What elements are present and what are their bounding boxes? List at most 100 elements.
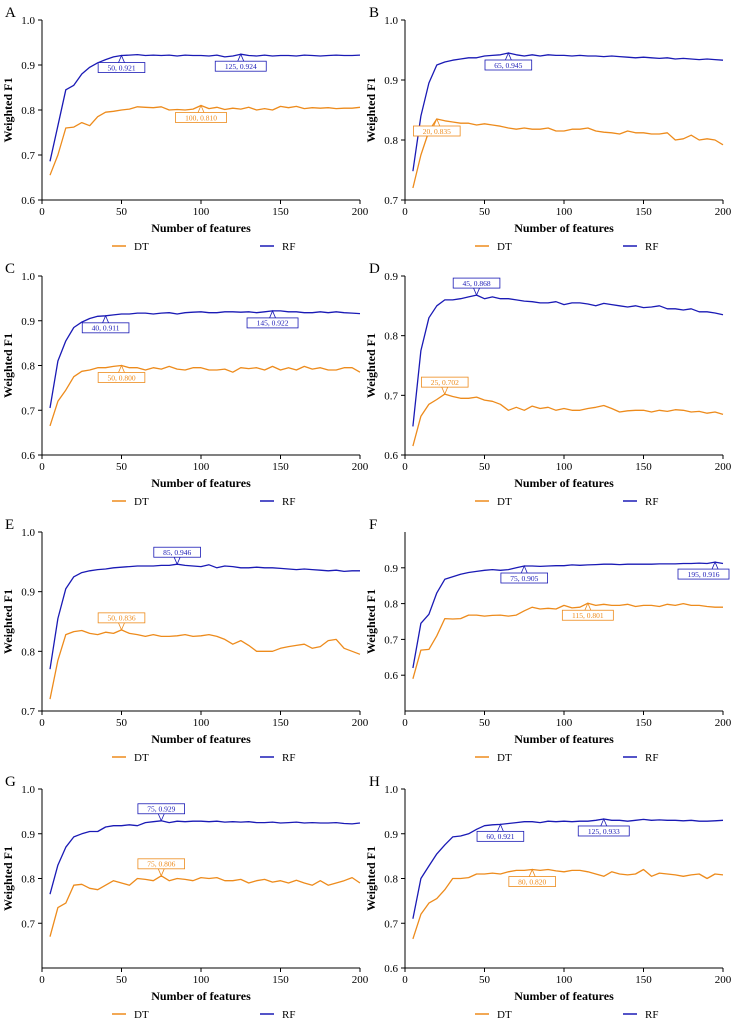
y-tick-label: 0.9 xyxy=(384,829,398,841)
y-tick-label: 0.8 xyxy=(21,361,35,373)
chart-panel-g: G 0.7 0.8 0.9 1.0 0 50 100 150 200 Weighted F1 Numb… xyxy=(1,774,369,1021)
y-tick-label: 1.0 xyxy=(21,784,35,796)
y-tick-label: 0.7 xyxy=(384,195,398,207)
series-line-dt xyxy=(412,393,724,447)
callout-label: 50, 0.836 xyxy=(107,614,135,623)
callout-label: 125, 0.924 xyxy=(225,62,257,71)
series-line-dt xyxy=(412,868,724,940)
x-tick-label: 0 xyxy=(39,461,45,473)
x-tick-label: 200 xyxy=(352,206,369,218)
y-tick-label: 0.8 xyxy=(384,135,398,147)
series-line-dt xyxy=(49,364,361,427)
y-tick-label: 0.6 xyxy=(384,670,398,682)
callout-box xyxy=(677,568,730,580)
panel-letter: E xyxy=(5,517,14,533)
callout-pointer xyxy=(118,364,125,373)
callout-label: 115, 0.801 xyxy=(572,611,604,620)
y-tick-label: 0.9 xyxy=(384,563,398,575)
x-axis-title: Number of features xyxy=(151,476,251,490)
y-tick-label: 0.7 xyxy=(21,706,35,718)
legend-label-rf: RF xyxy=(645,1009,658,1021)
callout-label: 125, 0.933 xyxy=(588,827,620,836)
x-tick-label: 200 xyxy=(352,974,369,986)
y-axis-title: Weighted F1 xyxy=(1,333,15,398)
x-axis-title: Number of features xyxy=(514,732,614,746)
y-tick-label: 0.7 xyxy=(21,405,35,417)
callout-pointer xyxy=(157,813,165,822)
chart-panel-h: H 0.6 0.7 0.8 0.9 1.0 0 50 100 150 200 Weighted F1 N… xyxy=(364,774,732,1021)
x-tick-label: 50 xyxy=(479,461,491,473)
legend-label-rf: RF xyxy=(282,496,295,508)
x-tick-label: 150 xyxy=(272,206,289,218)
y-tick-label: 0.8 xyxy=(21,874,35,886)
x-tick-label: 100 xyxy=(556,206,573,218)
x-tick-label: 200 xyxy=(715,461,732,473)
x-tick-label: 0 xyxy=(402,206,408,218)
x-tick-label: 50 xyxy=(116,461,128,473)
y-axis-title: Weighted F1 xyxy=(364,333,378,398)
x-tick-label: 100 xyxy=(556,717,573,729)
y-tick-label: 0.7 xyxy=(384,918,398,930)
x-tick-label: 50 xyxy=(116,974,128,986)
callout-pointer xyxy=(584,602,592,611)
callout-box xyxy=(137,803,185,815)
x-axis-title: Number of features xyxy=(151,221,251,235)
callout-label: 40, 0.911 xyxy=(92,324,120,333)
chart-panel-f: F 0.6 0.7 0.8 0.9 0 50 100 150 200 Weighted F1 Numb… xyxy=(364,517,732,764)
callout-pointer xyxy=(520,564,528,574)
x-tick-label: 50 xyxy=(116,717,128,729)
y-tick-label: 0.8 xyxy=(384,599,398,611)
y-tick-label: 0.9 xyxy=(21,829,35,841)
series-line-dt xyxy=(49,104,361,176)
callout-box xyxy=(175,112,227,123)
callout-box xyxy=(153,546,201,558)
x-tick-label: 0 xyxy=(39,206,45,218)
y-tick-label: 0.8 xyxy=(384,874,398,886)
legend-label-dt: DT xyxy=(134,752,149,764)
y-axis-title: Weighted F1 xyxy=(364,589,378,654)
series-line-rf xyxy=(412,818,724,919)
panel-letter: H xyxy=(369,774,380,790)
y-tick-label: 1.0 xyxy=(21,527,35,539)
x-tick-label: 0 xyxy=(39,974,45,986)
x-tick-label: 200 xyxy=(715,974,732,986)
callout-label: 145, 0.922 xyxy=(257,319,289,328)
x-tick-label: 150 xyxy=(635,461,652,473)
callout-label: 65, 0.945 xyxy=(494,61,522,70)
series-line-rf xyxy=(412,52,724,172)
y-tick-label: 0.6 xyxy=(384,963,398,975)
callout-pointer xyxy=(600,817,608,827)
chart-panel-a: A 0.6 0.7 0.8 0.9 1.0 0 50 100 150 200 Weighted F1 N… xyxy=(1,5,369,253)
x-tick-label: 50 xyxy=(479,206,491,218)
callout-pointer xyxy=(433,117,441,127)
chart-panel-d: D 0.6 0.7 0.8 0.9 0 50 100 150 200 Weighted F1 Numb… xyxy=(364,261,732,508)
callout-box xyxy=(97,62,146,73)
legend-label-dt: DT xyxy=(497,1009,512,1021)
panel-letter: D xyxy=(369,261,380,277)
callout-pointer xyxy=(269,309,276,319)
y-tick-label: 1.0 xyxy=(384,15,398,27)
legend-label-dt: DT xyxy=(134,496,149,508)
x-tick-label: 200 xyxy=(715,206,732,218)
callout-box xyxy=(246,317,299,329)
legend-label-rf: RF xyxy=(645,241,658,253)
chart-panel-c: C 0.6 0.7 0.8 0.9 1.0 0 50 100 150 200 Weighted F1 N… xyxy=(1,261,369,508)
x-tick-label: 200 xyxy=(352,717,369,729)
x-tick-label: 0 xyxy=(402,974,408,986)
callout-pointer xyxy=(118,622,125,631)
x-tick-label: 100 xyxy=(193,461,210,473)
series-line-rf xyxy=(49,310,361,409)
y-tick-label: 0.8 xyxy=(384,331,398,343)
y-tick-label: 0.7 xyxy=(384,634,398,646)
callout-pointer xyxy=(528,868,536,877)
x-axis-title: Number of features xyxy=(514,476,614,490)
callout-box xyxy=(452,277,501,289)
callout-label: 50, 0.921 xyxy=(107,63,135,72)
y-tick-label: 0.9 xyxy=(384,271,398,283)
callout-label: 20, 0.835 xyxy=(423,127,451,136)
panel-letter: B xyxy=(369,5,379,21)
series-line-dt xyxy=(49,629,361,700)
x-axis-title: Number of features xyxy=(151,989,251,1003)
callout-box xyxy=(420,376,469,388)
callout-pointer xyxy=(473,287,480,297)
